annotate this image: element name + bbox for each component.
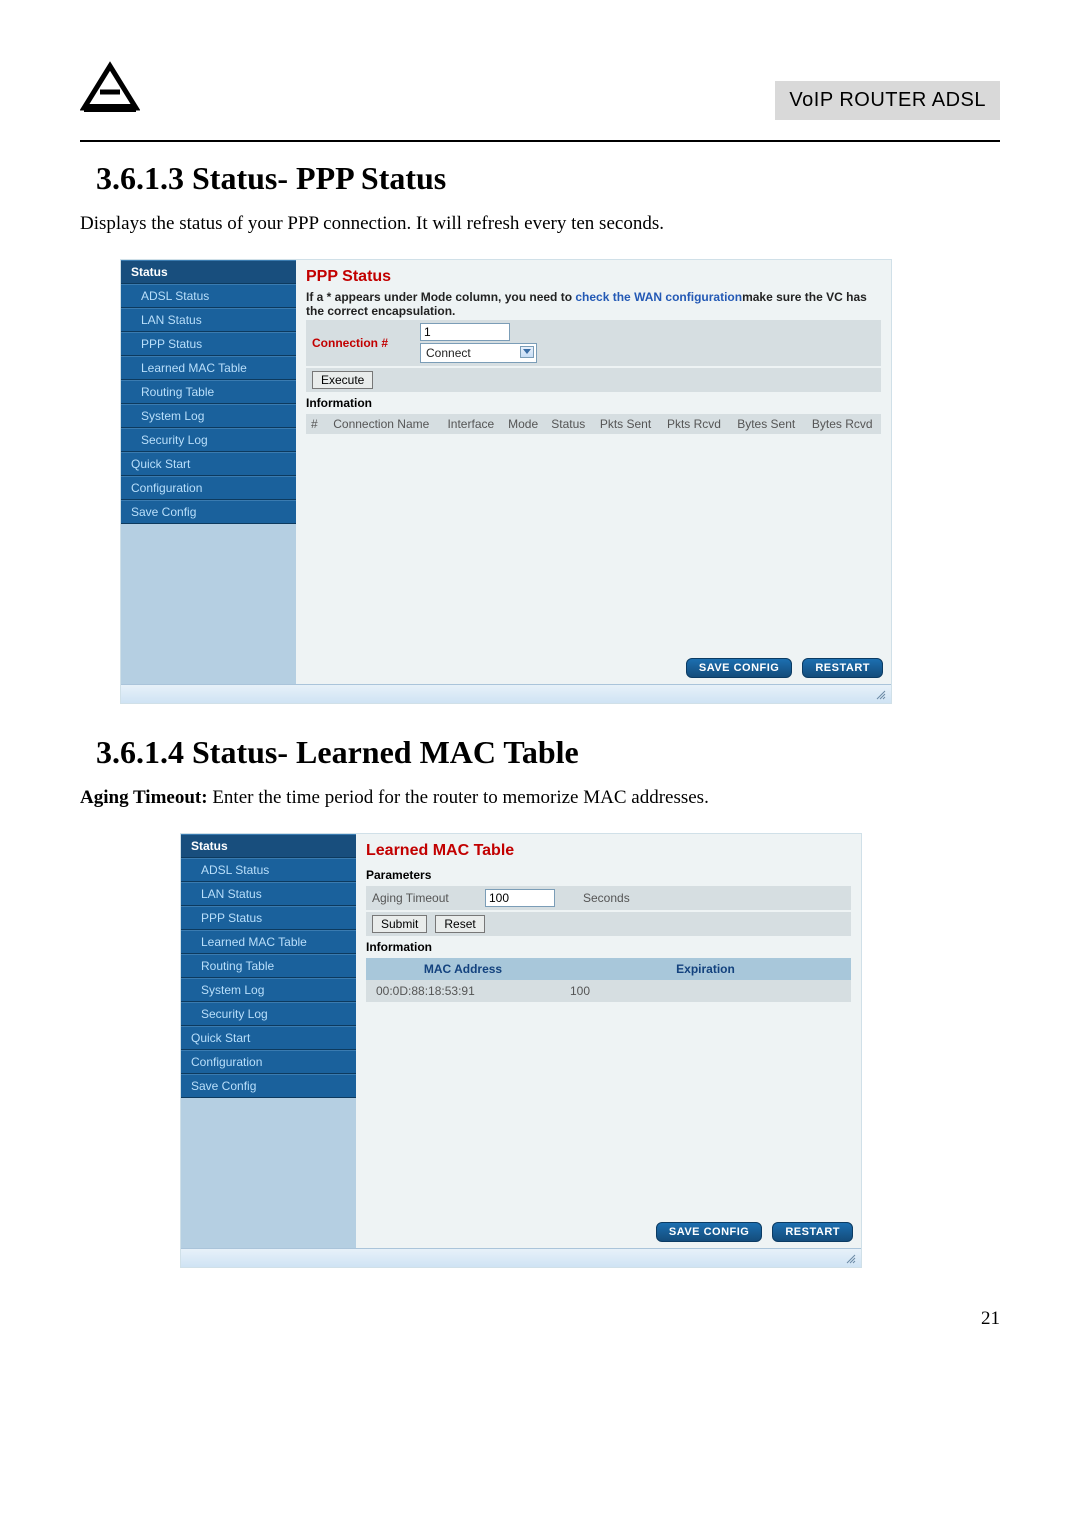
conn-number-input[interactable] [420,323,510,341]
mac-title: Learned MAC Table [366,842,851,860]
col-status: Status [545,414,592,434]
col-cname: Connection Name [323,414,440,434]
section-title-1: 3.6.1.3 Status- PPP Status [96,160,1000,197]
section-desc-2: Aging Timeout: Enter the time period for… [80,787,1000,809]
sidebar-item-routing[interactable]: Routing Table [121,380,296,404]
seconds-label: Seconds [583,891,630,905]
sidebar-2: Status ADSL Status LAN Status PPP Status… [181,834,356,1248]
warn-pre: If a * appears under Mode column, you ne… [306,290,575,304]
conn-action-value: Connect [426,346,471,360]
sidebar-item-ppp[interactable]: PPP Status [121,332,296,356]
status-bar-2 [181,1248,861,1267]
restart-button-2[interactable]: RESTART [772,1222,853,1242]
desc2-rest: Enter the time period for the router to … [208,787,709,808]
screenshot-mac-table: Status ADSL Status LAN Status PPP Status… [180,833,862,1268]
logo [80,60,140,120]
sidebar-item-ppp-2[interactable]: PPP Status [181,906,356,930]
section-title-2: 3.6.1.4 Status- Learned MAC Table [96,734,1000,771]
submit-button[interactable]: Submit [372,915,427,933]
sidebar-item-syslog-2[interactable]: System Log [181,978,356,1002]
wan-config-link[interactable]: check the WAN configuration [575,290,742,304]
sidebar-item-saveconfig-2[interactable]: Save Config [181,1074,356,1098]
product-label: VoIP ROUTER ADSL [775,81,1000,120]
sidebar-group-status-2[interactable]: Status [181,834,356,858]
sidebar-item-seclog[interactable]: Security Log [121,428,296,452]
mac-cell-addr: 00:0D:88:18:53:91 [366,980,560,1002]
sidebar-item-adsl[interactable]: ADSL Status [121,284,296,308]
col-bytes-rcvd: Bytes Rcvd [803,414,881,434]
table-row: 00:0D:88:18:53:91 100 [366,980,851,1002]
screenshot-ppp-status: Status ADSL Status LAN Status PPP Status… [120,259,892,704]
col-pkts-sent: Pkts Sent [592,414,659,434]
section-desc-1: Displays the status of your PPP connecti… [80,213,1000,235]
execute-button[interactable]: Execute [312,371,373,389]
aging-label: Aging Timeout [372,891,477,905]
col-pkts-rcvd: Pkts Rcvd [659,414,729,434]
mac-table: MAC Address Expiration 00:0D:88:18:53:91… [366,958,851,1002]
sidebar-item-saveconfig[interactable]: Save Config [121,500,296,524]
restart-button[interactable]: RESTART [802,658,883,678]
col-iface: Interface [440,414,502,434]
conn-action-select[interactable]: Connect [420,343,537,363]
sidebar-item-lan-2[interactable]: LAN Status [181,882,356,906]
sidebar-item-quickstart[interactable]: Quick Start [121,452,296,476]
ppp-warning: If a * appears under Mode column, you ne… [306,290,881,318]
info-hdr: Information [306,392,881,412]
sidebar-item-routing-2[interactable]: Routing Table [181,954,356,978]
desc2-prefix: Aging Timeout: [80,787,208,808]
sidebar-item-lan[interactable]: LAN Status [121,308,296,332]
mac-col-addr: MAC Address [366,958,560,980]
save-config-button[interactable]: SAVE CONFIG [686,658,792,678]
aging-input[interactable] [485,889,555,907]
mac-cell-exp: 100 [560,980,851,1002]
params-hdr: Parameters [366,864,851,884]
col-hash: # [306,414,323,434]
conn-label: Connection # [312,336,412,350]
sidebar-item-seclog-2[interactable]: Security Log [181,1002,356,1026]
sidebar-item-configuration[interactable]: Configuration [121,476,296,500]
sidebar-item-configuration-2[interactable]: Configuration [181,1050,356,1074]
sidebar-item-adsl-2[interactable]: ADSL Status [181,858,356,882]
sidebar: Status ADSL Status LAN Status PPP Status… [121,260,296,684]
col-mode: Mode [502,414,545,434]
reset-button[interactable]: Reset [435,915,484,933]
sidebar-item-mac-2[interactable]: Learned MAC Table [181,930,356,954]
sidebar-group-status[interactable]: Status [121,260,296,284]
status-bar [121,684,891,703]
sidebar-item-syslog[interactable]: System Log [121,404,296,428]
col-bytes-sent: Bytes Sent [729,414,804,434]
save-config-button-2[interactable]: SAVE CONFIG [656,1222,762,1242]
page-number: 21 [80,1308,1000,1330]
sidebar-item-mac[interactable]: Learned MAC Table [121,356,296,380]
info-hdr-2: Information [366,936,851,956]
ppp-table: # Connection Name Interface Mode Status … [306,414,881,434]
ppp-title: PPP Status [306,268,881,286]
sidebar-item-quickstart-2[interactable]: Quick Start [181,1026,356,1050]
mac-col-exp: Expiration [560,958,851,980]
